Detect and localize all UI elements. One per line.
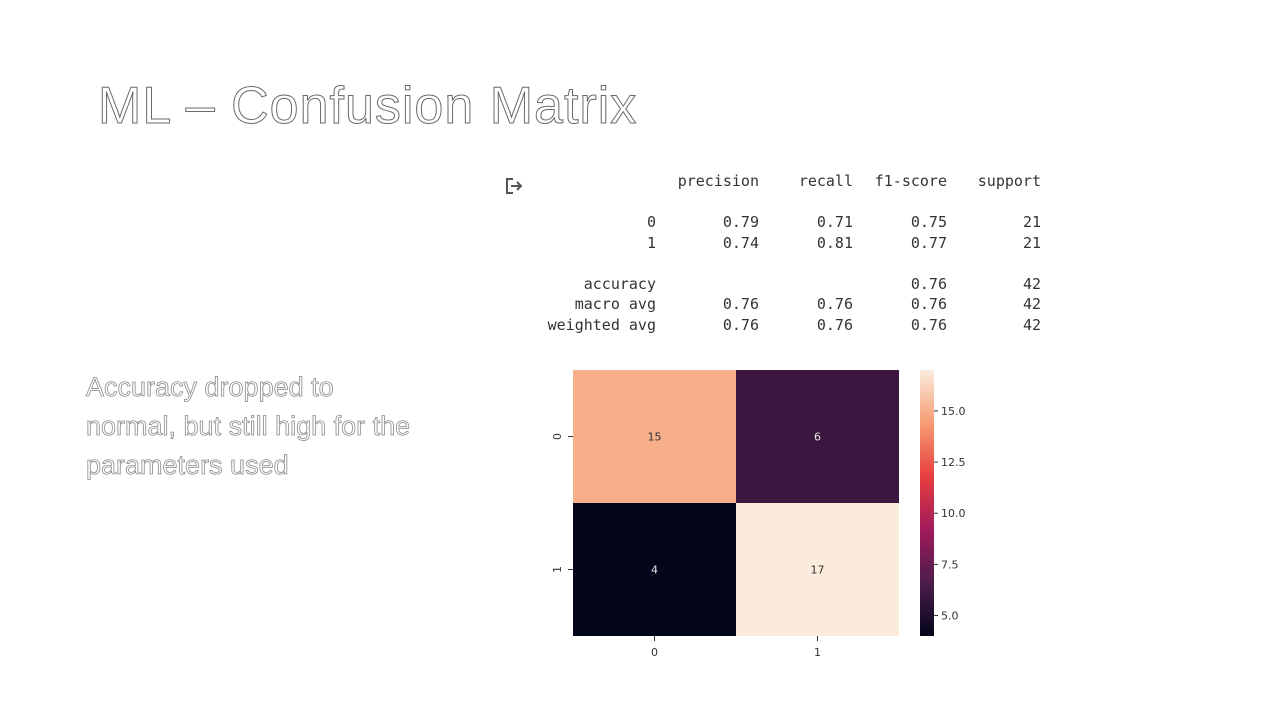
cell-support: 42 — [1022, 295, 1041, 313]
colorbar-tick-label: 5.0 — [941, 610, 959, 623]
colorbar — [920, 370, 934, 636]
cell-support: 42 — [1022, 315, 1041, 334]
x-tick-label: 0 — [651, 646, 658, 659]
cell-support: 21 — [1022, 213, 1041, 231]
row-label: 0 — [646, 213, 656, 231]
cell-f1-score: 0.77 — [910, 233, 947, 252]
cell-f1-score: 0.76 — [910, 274, 947, 293]
colorbar-tick-label: 15.0 — [941, 405, 966, 418]
cell-recall: 0.71 — [816, 213, 853, 231]
cell-support: 42 — [1022, 274, 1041, 293]
header-precision: precision — [677, 172, 759, 190]
y-tick-label: 1 — [551, 566, 564, 573]
cell-recall: 0.76 — [816, 315, 853, 334]
cell-value-label: 6 — [814, 431, 821, 444]
cell-value-label: 4 — [651, 564, 658, 577]
header-support: support — [977, 172, 1041, 190]
heatmap-cell — [736, 370, 899, 503]
row-label: accuracy — [583, 274, 656, 293]
cell-f1-score: 0.76 — [910, 315, 947, 334]
header-f1-score: f1-score — [874, 172, 947, 190]
heatmap-cell — [573, 370, 736, 503]
slide-body-text: Accuracy dropped to normal, but still hi… — [86, 372, 411, 481]
colorbar-tick-label: 10.0 — [941, 507, 966, 520]
slide-title: ML – Confusion Matrix — [97, 77, 638, 136]
colorbar-tick-label: 12.5 — [941, 456, 966, 469]
cell-value-label: 15 — [648, 431, 662, 444]
cell-precision: 0.76 — [722, 315, 759, 334]
cell-recall: 0.76 — [816, 295, 853, 313]
cell-precision: 0.76 — [722, 295, 759, 313]
cell-precision: 0.79 — [722, 213, 759, 231]
cell-value-label: 17 — [811, 564, 825, 577]
heatmap-cell — [736, 503, 899, 636]
row-label: 1 — [646, 233, 656, 252]
cell-f1-score: 0.76 — [910, 295, 947, 313]
header-recall: recall — [798, 172, 853, 190]
cell-support: 21 — [1022, 233, 1041, 252]
row-label: weighted avg — [547, 315, 656, 334]
heatmap-cell — [573, 503, 736, 636]
cell-recall: 0.81 — [816, 233, 853, 252]
row-label: macro avg — [574, 295, 656, 313]
x-tick-label: 1 — [814, 646, 821, 659]
cell-f1-score: 0.75 — [910, 213, 947, 231]
y-tick-label: 0 — [551, 433, 564, 440]
colorbar-tick-label: 7.5 — [941, 558, 959, 571]
cell-precision: 0.74 — [722, 233, 759, 252]
output-icon — [506, 178, 523, 194]
